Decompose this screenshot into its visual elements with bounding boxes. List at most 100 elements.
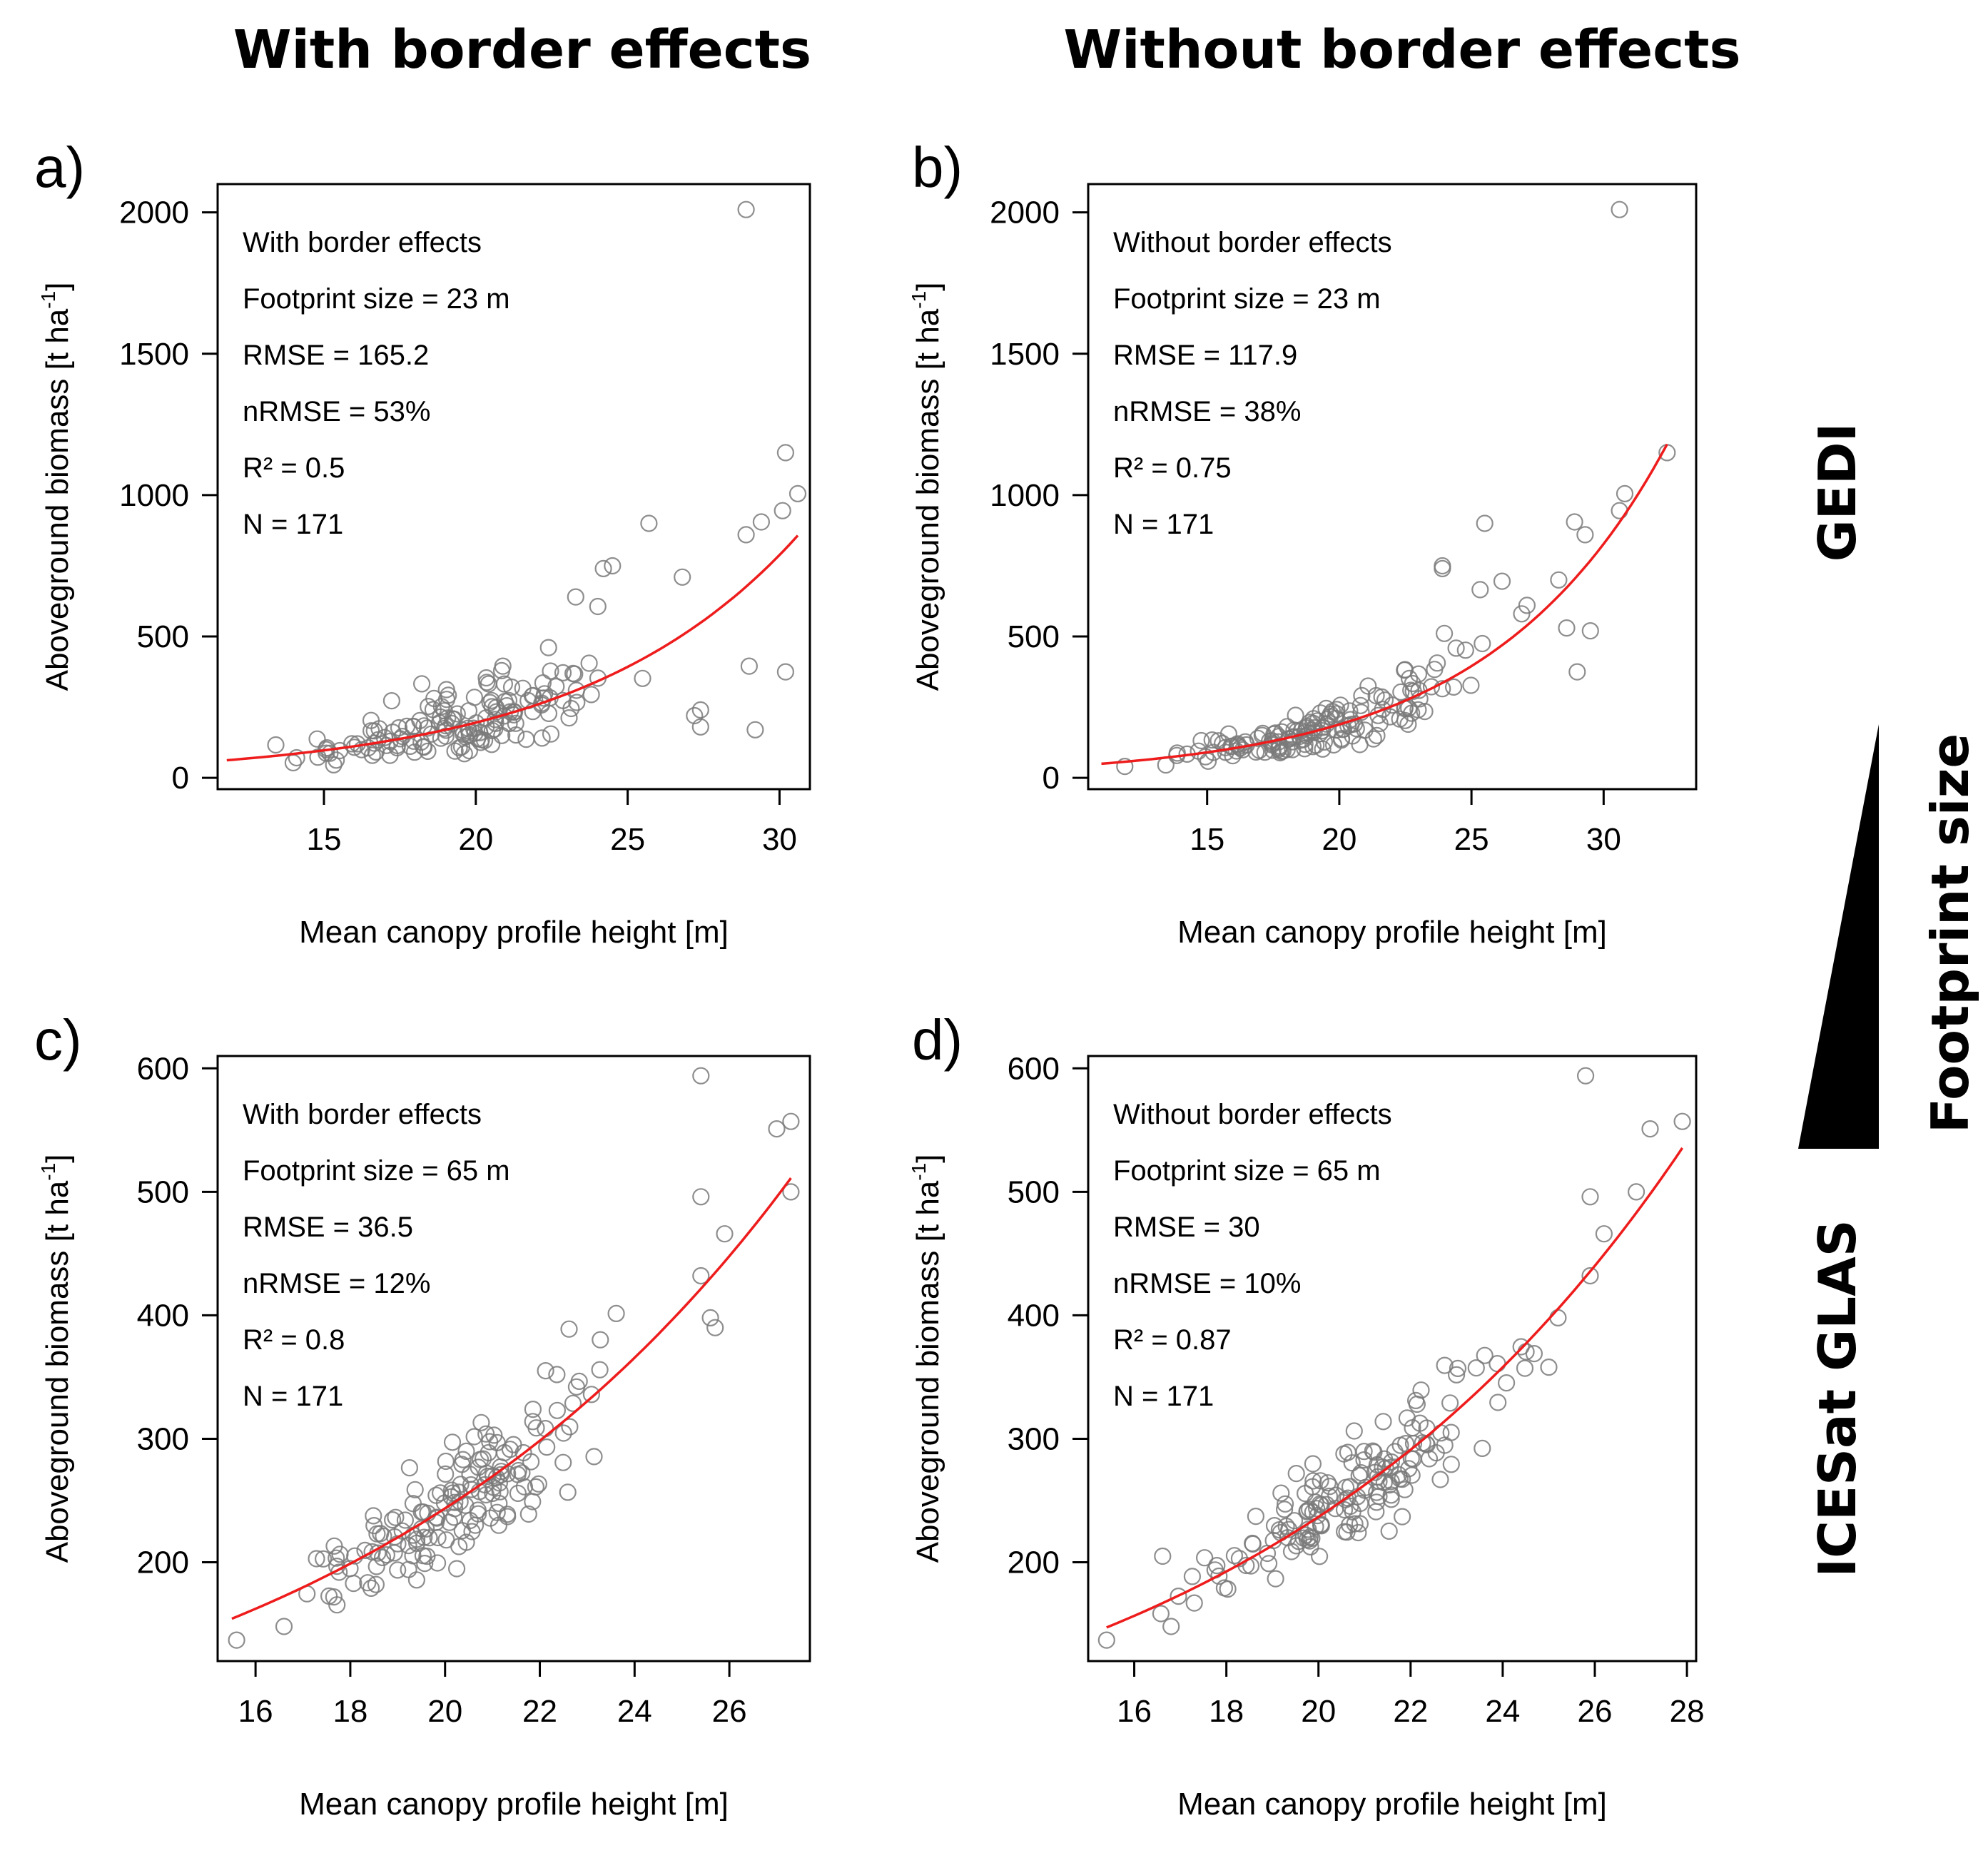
x-tick-label-a: 20 [458,822,493,857]
data-point-c [560,1320,578,1338]
data-point-b [1332,729,1351,748]
stat-line-b: R² = 0.75 [1113,452,1232,484]
data-point-c [406,1481,424,1498]
data-point-a [487,703,505,721]
data-point-c [559,1483,577,1501]
data-point-d [1369,1468,1386,1486]
data-point-d [1321,1478,1339,1496]
x-tick-label-b: 15 [1190,822,1224,857]
data-point-c [548,1401,567,1419]
data-point-a [564,664,582,683]
data-point-b [1203,731,1221,749]
data-point-c [428,1554,447,1572]
data-point-c [537,1361,554,1380]
data-point-a [388,736,406,755]
data-point-c [416,1555,434,1573]
data-point-b [1422,678,1441,696]
panel-b: b) 15 20 25 30 0 500 1000 1500 2000 Mean canopy pr… [908,136,1698,950]
stat-line-b: Without border effects [1113,227,1392,258]
data-point-d [1352,1464,1370,1482]
plot-frame-a [216,183,811,791]
data-point-d [1303,1529,1321,1547]
data-point-c [488,1503,506,1521]
data-point-c [228,1631,245,1649]
row-label-icesat: ICESat GLAS [1807,1219,1867,1577]
data-point-d [1489,1394,1507,1411]
data-point-c [457,1442,475,1461]
data-point-b [1227,742,1245,760]
col-title-with-border: With border effects [233,19,811,81]
panel-d: d) 16 18 20 22 24 26 28 200 300 400 500 600 Mean cano… [908,1008,1705,1822]
data-point-d [1380,1522,1398,1540]
data-point-b [1305,719,1324,737]
data-point-d [1474,1439,1491,1458]
data-point-c [474,1450,492,1468]
y-tick-label-a: 1000 [119,478,189,513]
data-point-d [1310,1548,1329,1565]
data-point-d [1287,1537,1305,1555]
data-point-d [1628,1183,1645,1201]
data-point-c [429,1528,447,1547]
y-axis-label-c: Aboveground biomass [t ha-1] [37,1154,75,1563]
x-tick-label-c: 16 [238,1694,273,1729]
fit-curve-a [226,534,799,762]
data-point-c [308,1550,325,1568]
data-point-d [1195,1549,1214,1567]
stat-line-a: With border effects [243,227,482,258]
data-point-a [343,735,361,753]
data-point-b [1234,741,1252,758]
data-point-b [1359,677,1377,695]
data-point-a [443,714,461,733]
data-point-b [1416,702,1434,721]
data-point-c [504,1436,522,1453]
data-point-d [1467,1359,1485,1377]
stat-line-b: N = 171 [1113,509,1214,540]
data-point-c [701,1309,719,1327]
data-point-d [1270,1521,1289,1539]
data-point-d [1449,1359,1467,1378]
data-point-a [440,686,457,704]
data-point-b [1404,674,1421,693]
fit-curve-c [231,1177,792,1620]
data-point-b [1236,733,1254,751]
data-point-d [1208,1557,1226,1575]
data-point-a [480,675,497,693]
data-point-c [443,1433,462,1451]
data-point-d [1335,1501,1354,1519]
y-tick-label-c: 200 [137,1545,189,1580]
data-point-a [411,711,429,730]
data-point-a [691,701,709,719]
data-point-a [502,678,521,696]
data-point-b [1434,559,1451,578]
data-point-c [404,1547,422,1565]
stat-line-c: With border effects [243,1099,482,1130]
data-point-d [1355,1443,1373,1461]
data-point-b [1368,726,1386,745]
data-point-b [1611,200,1628,218]
data-point-b [1301,714,1319,731]
data-point-b [1315,733,1334,751]
data-point-d [1302,1538,1319,1555]
footprint-size-label: Footprint size [1920,733,1980,1133]
panel-a: a) 15 20 25 30 0 500 1000 1500 2000 Mean canopy pr… [34,136,811,950]
data-point-a [439,709,457,727]
plot-frame-d [1087,1055,1698,1663]
data-point-b [1568,663,1586,681]
y-tick-label-a: 0 [172,761,189,796]
data-point-c [367,1575,385,1593]
data-point-b [1341,702,1359,720]
data-point-b [1399,715,1417,733]
panel-c: c) 16 18 20 22 24 26 200 300 400 500 600 Mean canopy… [34,1008,811,1822]
data-point-d [1267,1570,1284,1588]
data-point-a [547,677,565,696]
data-point-b [1456,641,1474,659]
data-point-c [529,1475,548,1493]
data-point-d [1400,1460,1418,1478]
data-point-d [1338,1523,1356,1541]
stat-line-d: R² = 0.87 [1113,1324,1232,1356]
data-point-c [515,1478,534,1496]
data-point-a [284,753,302,772]
data-point-d [1382,1453,1401,1471]
y-tick-label-d: 300 [1008,1421,1060,1456]
data-point-d [1581,1188,1599,1206]
